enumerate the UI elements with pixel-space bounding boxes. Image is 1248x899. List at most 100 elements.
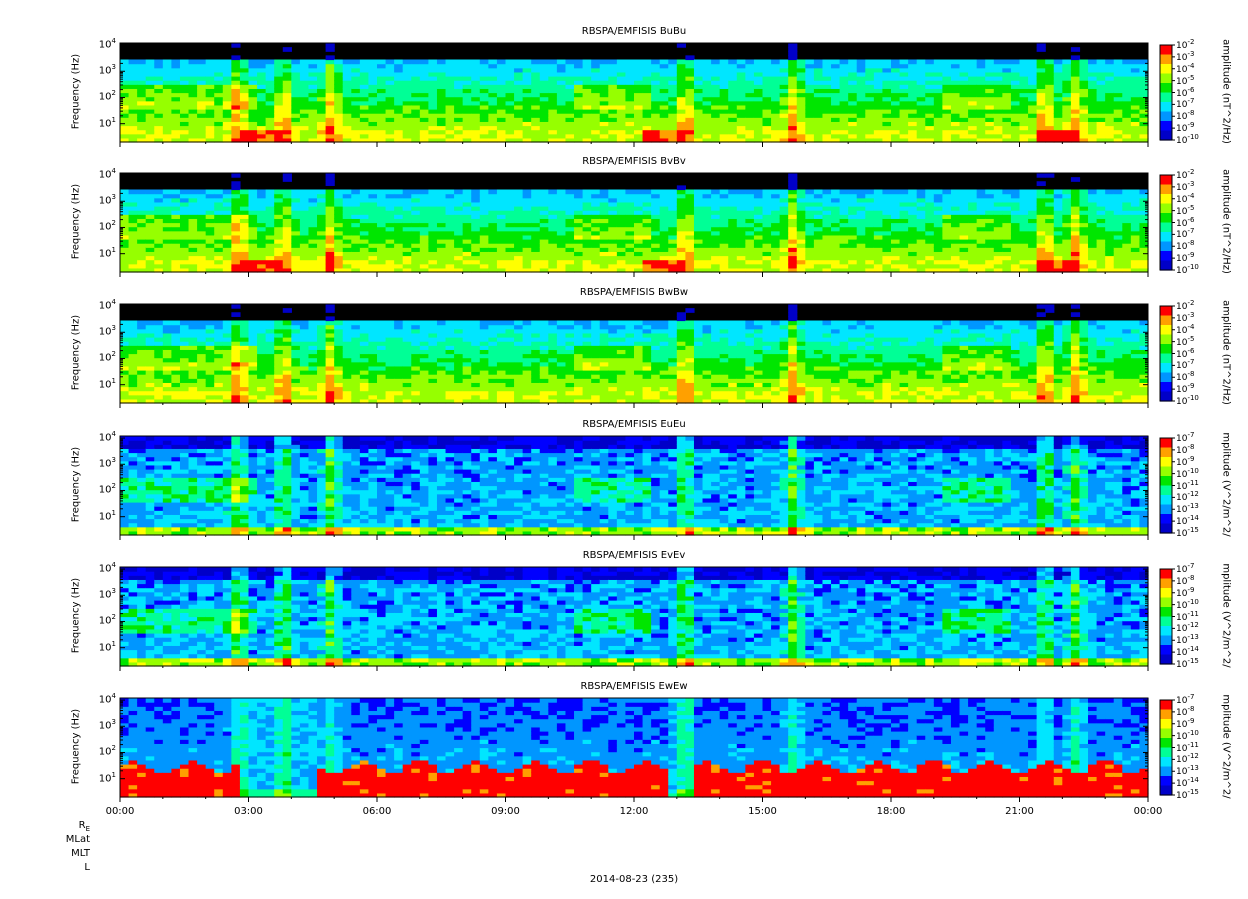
heatmap-cell bbox=[257, 117, 267, 122]
heatmap-cell bbox=[753, 206, 764, 211]
heatmap-cell bbox=[548, 67, 558, 73]
heatmap-cell bbox=[419, 71, 429, 77]
heatmap-cell bbox=[908, 243, 918, 248]
heatmap-cell bbox=[599, 255, 609, 261]
heatmap-cell bbox=[257, 234, 267, 240]
heatmap-cell bbox=[822, 214, 832, 219]
heatmap-cell bbox=[882, 96, 892, 102]
heatmap-cell bbox=[591, 121, 601, 127]
heatmap-cell bbox=[239, 267, 250, 273]
heatmap-cell bbox=[711, 67, 721, 73]
heatmap-cell bbox=[796, 63, 806, 69]
heatmap-cell bbox=[805, 230, 815, 236]
heatmap-cell bbox=[402, 71, 412, 77]
heatmap-cell bbox=[1130, 63, 1141, 69]
heatmap-cell bbox=[771, 76, 781, 81]
heatmap-cell bbox=[676, 214, 686, 219]
heatmap-cell bbox=[651, 218, 661, 224]
heatmap-cell bbox=[856, 201, 866, 207]
heatmap-cell bbox=[128, 247, 138, 252]
heatmap-cell bbox=[282, 113, 292, 118]
heatmap-cell bbox=[599, 206, 609, 211]
heatmap-cell bbox=[625, 133, 635, 139]
heatmap-cell bbox=[933, 137, 943, 143]
heatmap-cell bbox=[925, 92, 935, 98]
heatmap-cell bbox=[162, 259, 172, 265]
heatmap-cell bbox=[574, 71, 584, 77]
heatmap-cell bbox=[274, 121, 284, 127]
heatmap-cell bbox=[668, 230, 678, 236]
heatmap-cell bbox=[771, 71, 781, 77]
heatmap-cell bbox=[736, 230, 746, 236]
heatmap-cell bbox=[197, 197, 207, 203]
heatmap-cell bbox=[693, 84, 704, 89]
heatmap-cell bbox=[334, 230, 344, 236]
heatmap-cell bbox=[831, 100, 841, 106]
heatmap-cell bbox=[891, 104, 901, 110]
heatmap-cell bbox=[291, 259, 301, 265]
heatmap-cell bbox=[419, 189, 429, 195]
heatmap-cell bbox=[625, 234, 635, 240]
heatmap-cell bbox=[496, 243, 507, 248]
heatmap-cell bbox=[642, 71, 652, 77]
heatmap-cell bbox=[1113, 100, 1123, 106]
heatmap-cell bbox=[1096, 59, 1106, 65]
heatmap-cell bbox=[771, 80, 781, 85]
heatmap-cell bbox=[419, 92, 429, 98]
heatmap-cell bbox=[1088, 109, 1098, 114]
heatmap-cell bbox=[582, 214, 592, 219]
heatmap-cell bbox=[916, 247, 926, 252]
heatmap-cell bbox=[299, 104, 310, 110]
heatmap-cell bbox=[488, 206, 498, 211]
heatmap-cell bbox=[873, 222, 884, 228]
heatmap-cell bbox=[531, 63, 541, 69]
heatmap-cell bbox=[428, 259, 438, 265]
heatmap-cell bbox=[214, 259, 224, 265]
heatmap-cell bbox=[325, 133, 335, 139]
heatmap-cell bbox=[342, 193, 352, 199]
heatmap-cell bbox=[162, 201, 172, 207]
heatmap-cell bbox=[908, 201, 918, 207]
heatmap-cell bbox=[856, 71, 866, 77]
heatmap-cell bbox=[359, 80, 370, 85]
heatmap-cell bbox=[359, 133, 370, 139]
heatmap-cell bbox=[214, 222, 224, 228]
heatmap-cell bbox=[1070, 263, 1081, 269]
heatmap-cell bbox=[171, 117, 181, 122]
heatmap-cell bbox=[1079, 125, 1089, 131]
colorbar-swatch bbox=[1160, 130, 1172, 134]
heatmap-cell bbox=[248, 71, 258, 77]
heatmap-cell bbox=[882, 222, 892, 228]
heatmap-cell bbox=[796, 67, 806, 73]
heatmap-cell bbox=[659, 137, 669, 143]
heatmap-cell bbox=[325, 59, 335, 65]
heatmap-cell bbox=[805, 267, 815, 273]
heatmap-cell bbox=[582, 263, 592, 269]
heatmap-cell bbox=[402, 234, 412, 240]
heatmap-cell bbox=[805, 226, 815, 232]
heatmap-cell bbox=[676, 189, 686, 195]
heatmap-cell bbox=[865, 92, 875, 98]
heatmap-cell bbox=[976, 92, 986, 98]
heatmap-cell bbox=[839, 88, 849, 94]
heatmap-cell bbox=[317, 259, 327, 265]
heatmap-cell bbox=[625, 76, 635, 81]
heatmap-cell bbox=[719, 100, 729, 106]
heatmap-cell bbox=[1010, 59, 1021, 65]
colorbar-swatch bbox=[1160, 97, 1172, 101]
heatmap-cell bbox=[1139, 239, 1149, 244]
heatmap-cell bbox=[128, 201, 138, 207]
heatmap-cell bbox=[197, 92, 207, 98]
heatmap-cell bbox=[282, 59, 292, 65]
heatmap-cell bbox=[745, 109, 755, 114]
heatmap-cell bbox=[1010, 210, 1021, 215]
heatmap-cell bbox=[625, 129, 635, 135]
heatmap-cell bbox=[993, 210, 1003, 215]
heatmap-cell bbox=[788, 189, 798, 195]
heatmap-cell bbox=[402, 226, 412, 232]
heatmap-cell bbox=[736, 133, 746, 139]
heatmap-cell bbox=[265, 96, 275, 102]
heatmap-cell bbox=[394, 125, 404, 131]
heatmap-cell bbox=[1096, 247, 1106, 252]
heatmap-cell bbox=[248, 239, 258, 244]
